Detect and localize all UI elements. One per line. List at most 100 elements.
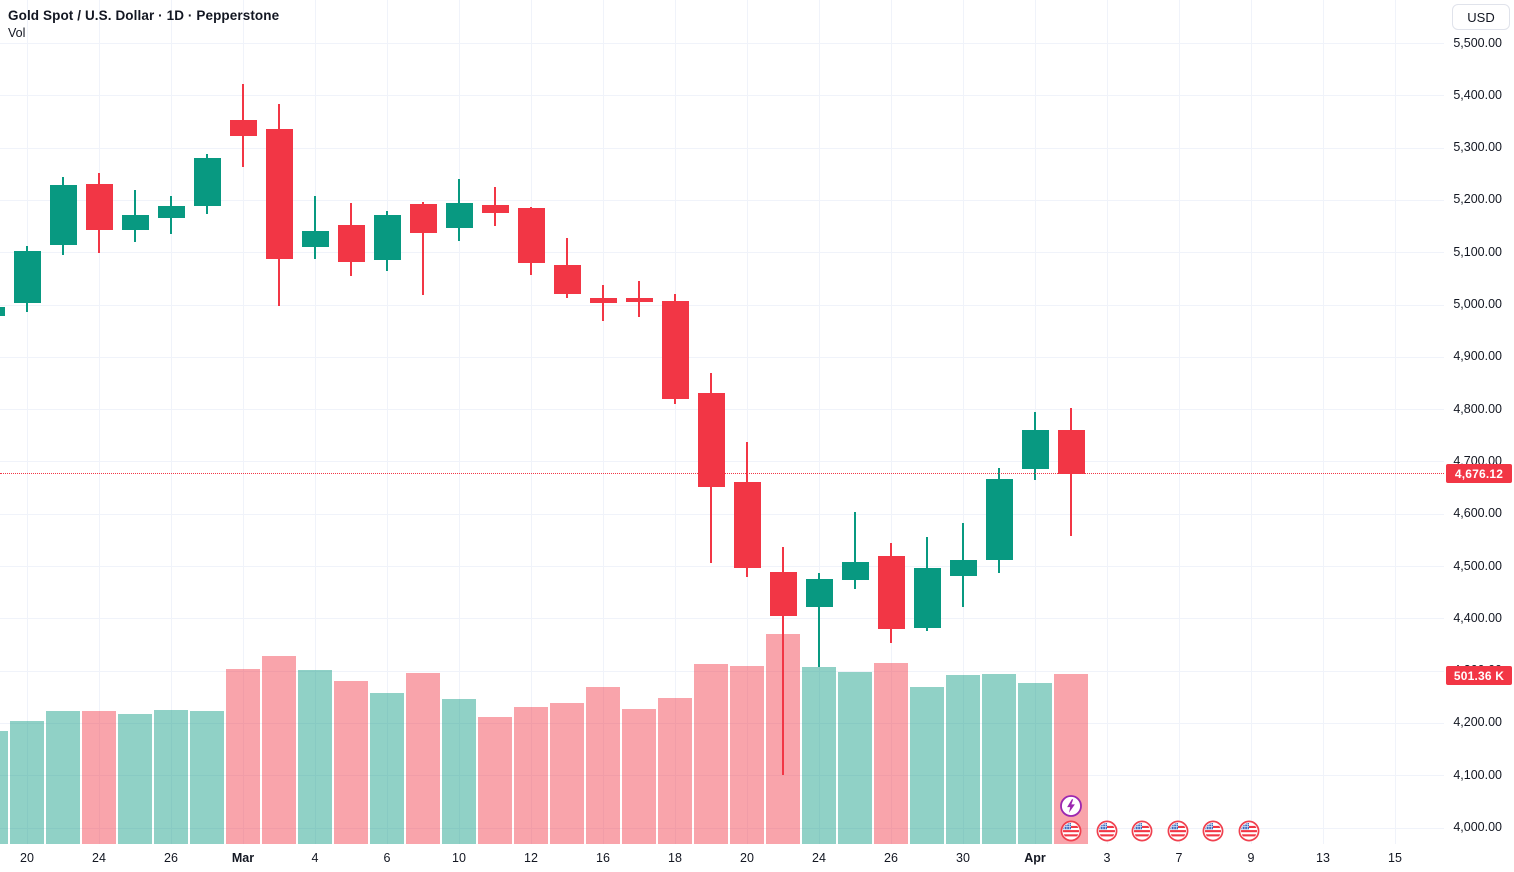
- candle-body: [1021, 429, 1049, 470]
- price-axis-label: 4,500.00: [1453, 558, 1502, 573]
- v-gridline: [386, 0, 388, 844]
- v-gridline: [242, 0, 244, 844]
- h-gridline: [0, 356, 1444, 358]
- h-gridline: [0, 566, 1444, 567]
- time-axis-label: 6: [383, 851, 391, 865]
- price-axis-label: 4,800.00: [1453, 401, 1502, 416]
- v-gridline: [818, 0, 820, 844]
- candle-wick: [854, 512, 856, 590]
- price-axis-label: 5,400.00: [1453, 87, 1502, 102]
- price-axis-label: 5,500.00: [1453, 35, 1502, 50]
- volume-bar: [0, 731, 8, 844]
- candle-body: [769, 571, 797, 616]
- time-axis-label: 7: [1175, 851, 1183, 865]
- price-axis-label: 4,600.00: [1453, 506, 1502, 521]
- h-gridline: [0, 618, 1444, 620]
- volume-bar: [874, 662, 908, 844]
- last-volume-tag: 501.36 K: [1446, 666, 1512, 685]
- candle-body: [229, 119, 257, 137]
- candle-wick: [782, 546, 784, 775]
- h-gridline: [0, 304, 1444, 306]
- time-axis-label: 18: [668, 851, 682, 865]
- currency-toggle-button[interactable]: USD: [1452, 4, 1510, 30]
- volume-bar: [298, 670, 332, 844]
- volume-bar: [1054, 674, 1088, 844]
- volume-bar: [406, 673, 440, 844]
- time-axis-label: 15: [1388, 851, 1402, 865]
- volume-bar: [730, 666, 764, 844]
- price-axis-label: 5,200.00: [1453, 192, 1502, 207]
- candle-body: [805, 579, 833, 607]
- price-axis[interactable]: 4,676.12 501.36 K 5,500.00 5,400.00 5,300.…: [1444, 0, 1514, 845]
- h-gridline: [0, 43, 1444, 44]
- h-gridline: [0, 513, 1444, 515]
- us-flag-event-icon[interactable]: [1166, 820, 1189, 843]
- volume-bar: [622, 709, 656, 844]
- volume-indicator-label[interactable]: Vol: [8, 26, 26, 40]
- us-flag-event-icon[interactable]: [1202, 820, 1225, 843]
- time-axis-label: 26: [164, 851, 178, 865]
- volume-bar: [694, 663, 728, 844]
- us-flag-event-icon[interactable]: [1095, 820, 1118, 843]
- candle-body: [517, 208, 545, 263]
- candle-body: [409, 203, 437, 233]
- time-axis-label: 24: [812, 851, 826, 865]
- volume-bar: [802, 667, 836, 844]
- volume-bar: [226, 669, 260, 844]
- volume-bar: [1018, 682, 1052, 844]
- price-axis-label: 5,300.00: [1453, 140, 1502, 155]
- v-gridline: [1178, 0, 1180, 844]
- candle-body: [877, 556, 905, 629]
- candle-body: [0, 307, 5, 316]
- v-gridline: [1250, 0, 1252, 844]
- price-axis-label: 4,100.00: [1453, 767, 1502, 782]
- v-gridline: [962, 0, 964, 844]
- volume-bar: [334, 680, 368, 844]
- candle-body: [445, 202, 473, 228]
- h-gridline: [0, 670, 1444, 672]
- candle-body: [121, 215, 149, 230]
- price-axis-label: 5,100.00: [1453, 244, 1502, 259]
- candle-body: [1057, 430, 1085, 474]
- v-gridline: [170, 0, 172, 844]
- candle-body: [589, 297, 617, 303]
- us-flag-event-icon[interactable]: [1237, 820, 1260, 843]
- volume-bar: [46, 711, 80, 844]
- h-gridline: [0, 775, 1444, 777]
- candle-body: [157, 205, 185, 219]
- candle-body: [733, 481, 761, 569]
- volume-bar: [190, 711, 224, 844]
- time-axis-label: 20: [20, 851, 34, 865]
- chart-canvas[interactable]: [0, 0, 1444, 845]
- symbol-title[interactable]: Gold Spot / U.S. Dollar · 1D · Peppersto…: [8, 8, 280, 23]
- us-flag-event-icon[interactable]: [1060, 820, 1083, 843]
- volume-bar: [154, 710, 188, 844]
- v-gridline: [314, 0, 316, 844]
- volume-bar: [982, 674, 1016, 844]
- volume-bar: [10, 720, 44, 844]
- time-axis-label: 20: [740, 851, 754, 865]
- time-axis-label: 9: [1247, 851, 1255, 865]
- candle-body: [553, 265, 581, 295]
- price-axis-label: 5,000.00: [1453, 297, 1502, 311]
- us-flag-event-icon[interactable]: [1131, 820, 1154, 843]
- h-gridline: [0, 722, 1444, 724]
- lightning-event-icon[interactable]: [1060, 795, 1083, 818]
- candle-body: [625, 297, 653, 302]
- volume-bar: [550, 702, 584, 844]
- time-axis-label: Apr: [1024, 851, 1046, 865]
- price-axis-label: 4,900.00: [1453, 349, 1502, 364]
- last-price-tag: 4,676.12: [1446, 464, 1512, 483]
- candle-body: [985, 478, 1013, 560]
- volume-bar: [370, 693, 404, 844]
- candle-body: [13, 250, 41, 303]
- h-gridline: [0, 827, 1444, 829]
- v-gridline: [530, 0, 532, 844]
- time-axis-label: 12: [524, 851, 538, 865]
- v-gridline: [674, 0, 676, 844]
- h-gridline: [0, 95, 1444, 97]
- last-price-line: [0, 473, 1444, 474]
- v-gridline: [1394, 0, 1396, 844]
- time-axis[interactable]: 20 24 26 Mar 4 6 10 12 16 18 20 24 26 30 Apr 3 7 9 13 15: [0, 845, 1514, 872]
- h-gridline: [0, 147, 1444, 149]
